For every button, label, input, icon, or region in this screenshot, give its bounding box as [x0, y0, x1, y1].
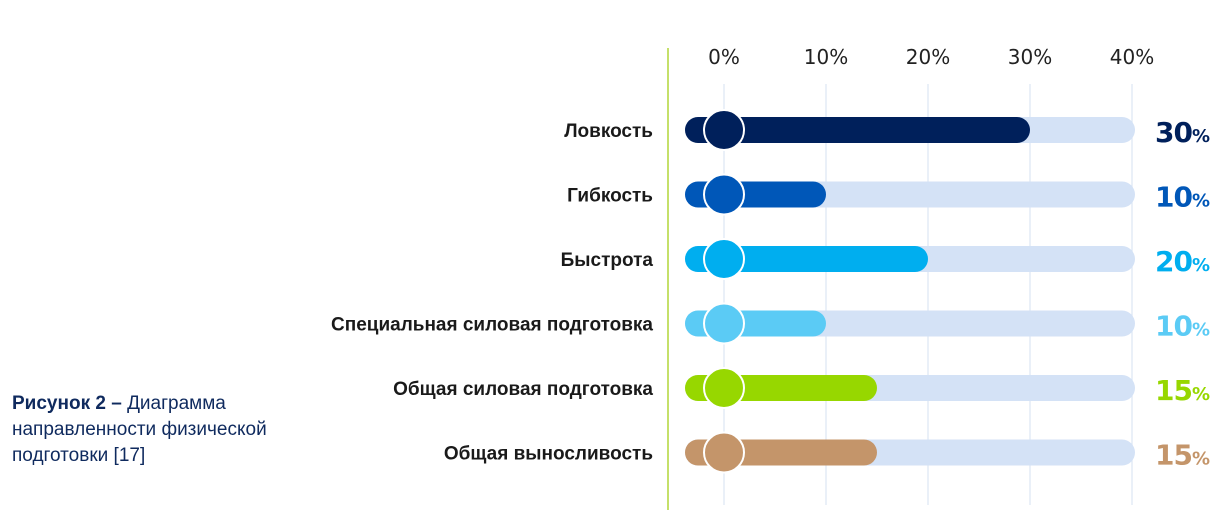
category-label: Ловкость — [564, 121, 653, 142]
x-tick-label: 30% — [1008, 45, 1052, 69]
category-label: Общая выносливость — [444, 444, 653, 465]
x-tick-label: 0% — [708, 45, 740, 69]
bar-marker — [703, 109, 745, 151]
bar-3 — [685, 246, 928, 272]
x-tick-label: 20% — [906, 45, 950, 69]
data-label: 10% — [1155, 310, 1210, 343]
bar-marker — [703, 173, 745, 216]
data-label: 30% — [1155, 116, 1210, 149]
figure-caption-lead: Рисунок 2 – — [12, 393, 122, 414]
x-tick-label: 40% — [1110, 45, 1154, 69]
x-tick-label: 10% — [804, 45, 848, 69]
bar-1 — [685, 117, 1030, 143]
category-label: Общая силовая подготовка — [393, 379, 653, 400]
data-label: 20% — [1155, 245, 1210, 278]
bar-marker — [703, 431, 745, 474]
data-label: 10% — [1155, 181, 1210, 214]
bar-marker — [703, 367, 745, 409]
category-label: Быстрота — [561, 250, 654, 271]
category-label: Специальная силовая подготовка — [331, 315, 653, 336]
data-label: 15% — [1155, 439, 1210, 472]
bar-marker — [703, 238, 745, 280]
category-label: Гибкость — [567, 186, 653, 207]
data-label: 15% — [1155, 374, 1210, 407]
figure-caption-text: Диаграмма направленности физической подг… — [12, 393, 267, 466]
figure-caption: Рисунок 2 – Диаграмма направленности физ… — [12, 391, 292, 469]
bar-marker — [703, 302, 745, 345]
